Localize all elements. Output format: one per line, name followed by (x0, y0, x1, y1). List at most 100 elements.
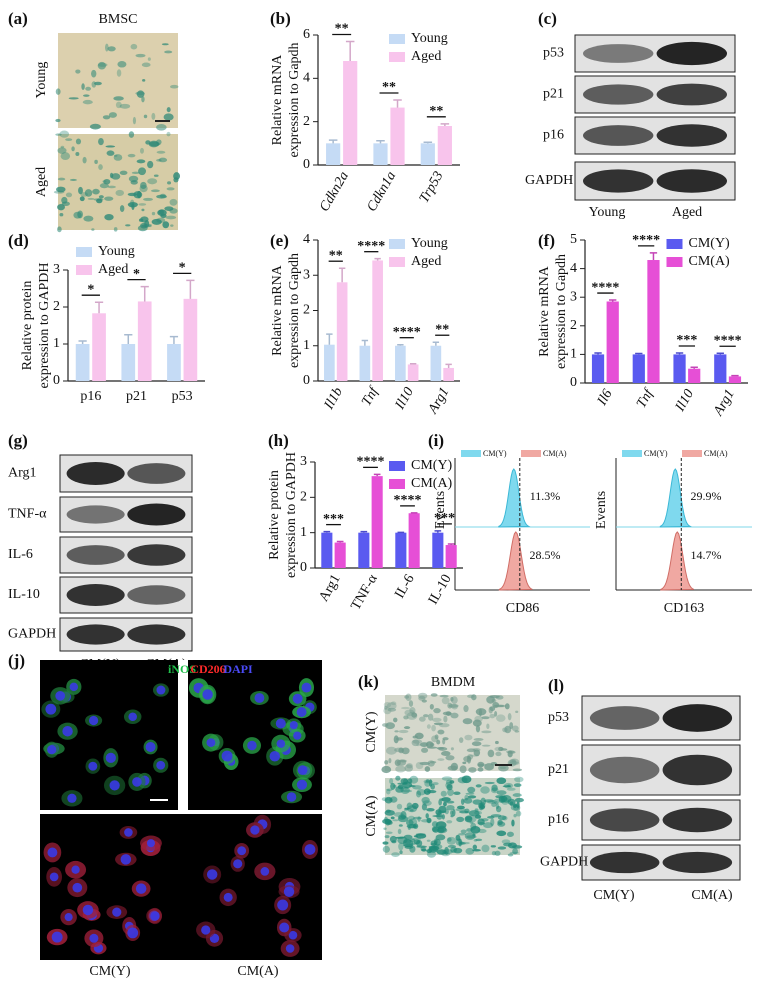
bar (591, 354, 605, 383)
y-tick-label: 1 (300, 525, 307, 540)
legend-swatch (389, 239, 405, 249)
blot-band (589, 756, 660, 784)
stain-spot (441, 814, 445, 820)
stain-spot (107, 46, 116, 52)
stain-spot (496, 805, 502, 813)
stain-spot (450, 846, 457, 853)
stain-spot (450, 696, 458, 705)
stain-spot (141, 62, 151, 68)
band-label: IL-6 (8, 547, 33, 562)
bar (688, 368, 701, 383)
error-bar (635, 352, 643, 355)
stain-spot (464, 734, 473, 741)
stain-spot (125, 224, 131, 227)
nucleus (132, 777, 142, 787)
stain-spot (441, 797, 451, 802)
stain-spot (446, 805, 455, 811)
stain-spot (169, 198, 178, 206)
bar (673, 354, 686, 383)
stain-spot (449, 780, 455, 784)
stain-spot (386, 789, 391, 795)
stain-spot (117, 61, 127, 68)
micrograph (58, 33, 178, 128)
error-bar (434, 530, 442, 533)
nucleus (288, 930, 298, 940)
bar (632, 354, 645, 383)
stain-spot (426, 839, 431, 842)
stain-spot (111, 173, 121, 180)
error-bar (328, 139, 338, 144)
blot-band (589, 808, 660, 832)
stain-spot (382, 845, 390, 853)
stain-spot (147, 57, 151, 61)
stain-spot (440, 790, 447, 797)
nucleus (47, 847, 58, 858)
nucleus (279, 922, 290, 933)
stain-spot (97, 61, 107, 70)
error-bar (323, 530, 331, 533)
nucleus (276, 739, 286, 748)
stain-spot (512, 793, 522, 797)
y-tick-label: 6 (303, 27, 310, 42)
nucleus (88, 715, 99, 726)
stain-spot (384, 796, 393, 804)
bar (92, 313, 106, 381)
stain-spot (445, 755, 455, 761)
error-bar (124, 334, 133, 344)
legend-swatch (521, 450, 541, 457)
stain-spot (173, 177, 179, 183)
stain-spot (447, 837, 452, 842)
blot-band (662, 851, 733, 874)
stain-spot (156, 150, 166, 154)
stain-spot (509, 758, 520, 765)
error-bar (716, 352, 724, 355)
stain-spot (450, 696, 454, 702)
error-bar (345, 40, 355, 61)
stain-spot (71, 146, 75, 152)
histogram (659, 468, 693, 528)
x-axis-label: CD163 (664, 601, 704, 616)
stain-spot (386, 702, 397, 710)
stain-spot (420, 846, 426, 851)
nucleus (237, 846, 247, 856)
stain-spot (60, 145, 65, 149)
stain-spot (411, 739, 420, 747)
stain-spot (170, 224, 174, 227)
y-tick-label: 4 (570, 261, 577, 276)
bar (647, 260, 660, 383)
stain-spot (483, 799, 495, 803)
y-tick-label: 3 (53, 262, 60, 277)
error-bar (440, 123, 450, 126)
stain-spot (498, 795, 508, 803)
stain-spot (143, 197, 153, 201)
stain-spot (392, 819, 399, 822)
stain-spot (491, 784, 498, 792)
bar (443, 367, 454, 381)
y-tick-label: 5 (570, 232, 577, 247)
y-axis-label: expression to Gapdh (287, 42, 302, 157)
stain-spot (514, 730, 520, 733)
stain-spot (102, 115, 111, 120)
stain-spot (450, 814, 454, 818)
stain-spot (394, 730, 399, 733)
panel-title: BMSC (99, 12, 138, 27)
stain-spot (169, 208, 178, 214)
stain-spot (475, 708, 487, 716)
stain-spot (156, 217, 166, 223)
stain-spot (59, 212, 64, 217)
stain-spot (104, 196, 114, 201)
stain-spot (65, 192, 73, 198)
stain-spot (421, 747, 429, 753)
blot-band (66, 545, 125, 565)
stain-spot (507, 713, 512, 721)
y-tick-label: 3 (300, 454, 307, 469)
stain-spot (387, 707, 397, 712)
stain-spot (481, 744, 491, 747)
bar (359, 345, 371, 381)
band-label: GAPDH (525, 173, 573, 188)
stain-spot (136, 90, 145, 98)
blot-band (583, 44, 654, 63)
stain-spot (465, 792, 475, 795)
x-tick-label: Il10 (672, 387, 697, 415)
stain-spot (151, 218, 162, 225)
